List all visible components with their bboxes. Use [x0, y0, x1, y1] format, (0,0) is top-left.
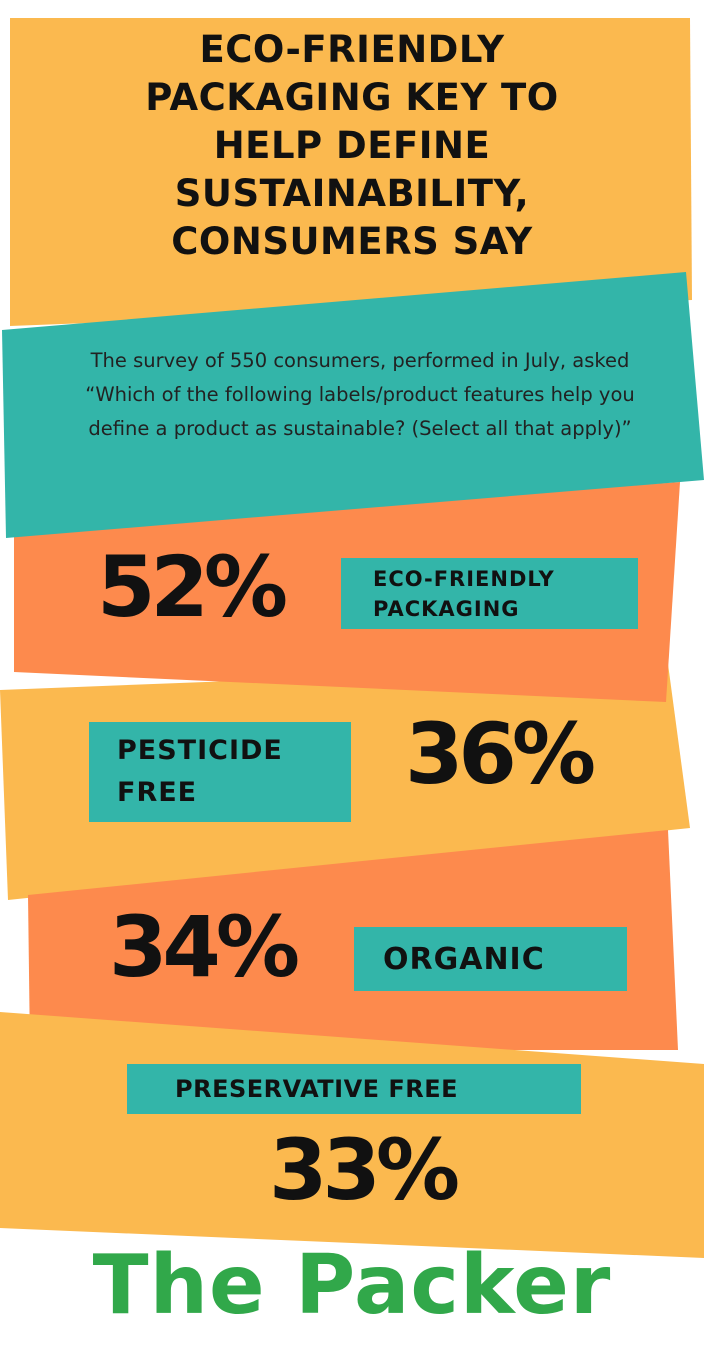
category-label-organic: ORGANIC — [354, 927, 627, 991]
title-band — [10, 18, 692, 326]
subtitle-line: “Which of the following labels/product f… — [85, 383, 635, 406]
category-label-line: FREE — [117, 777, 198, 808]
title-line: SUSTAINABILITY, — [174, 172, 530, 215]
band-organic — [28, 830, 678, 1050]
title-line: PACKAGING KEY TO — [145, 76, 559, 119]
the-packer-logo: The Packer — [92, 1238, 612, 1333]
survey-description: The survey of 550 consumers, performed i… — [20, 344, 700, 446]
value-label-preservative-free: 33% — [268, 1121, 460, 1219]
title-line: CONSUMERS SAY — [171, 220, 533, 263]
value-label-eco-friendly-packaging: 52% — [96, 538, 288, 636]
category-label-line: PRESERVATIVE FREE — [175, 1075, 459, 1103]
category-label-line: ECO-FRIENDLY — [373, 566, 555, 591]
value-label-pesticide-free: 36% — [404, 705, 596, 803]
category-label-line: ORGANIC — [383, 941, 545, 977]
title-line: ECO-FRIENDLY — [199, 28, 505, 71]
subtitle-band — [2, 272, 704, 538]
category-label-line: PESTICIDE — [117, 735, 283, 766]
category-label-eco-friendly-packaging: ECO-FRIENDLY PACKAGING — [341, 558, 638, 629]
subtitle-line: The survey of 550 consumers, performed i… — [90, 349, 630, 372]
category-label-pesticide-free: PESTICIDE FREE — [89, 722, 351, 822]
title-line: HELP DEFINE — [213, 124, 491, 167]
category-label-preservative-free: PRESERVATIVE FREE — [127, 1064, 581, 1114]
category-label-line: PACKAGING — [373, 596, 520, 621]
value-label-organic: 34% — [108, 898, 300, 996]
subtitle-line: define a product as sustainable? (Select… — [88, 417, 632, 440]
page-title: ECO-FRIENDLY PACKAGING KEY TO HELP DEFIN… — [60, 26, 644, 266]
